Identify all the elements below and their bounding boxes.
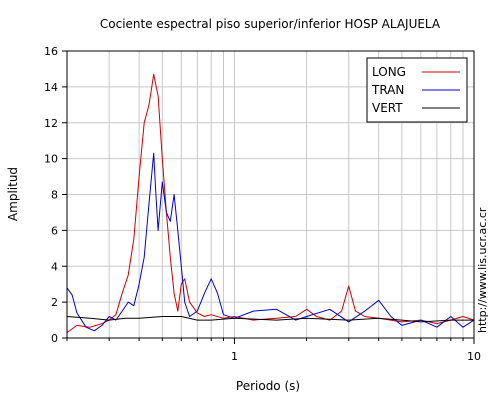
x-axis: 1 10 [66,338,481,363]
y-tick-label: 8 [51,189,58,202]
y-tick-label: 2 [51,296,58,309]
chart-title: Cociente espectral piso superior/inferio… [100,17,441,31]
x-axis-label: Periodo (s) [236,379,300,393]
y-tick-label: 0 [51,332,58,345]
y-tick-label: 4 [51,260,58,273]
series-line-vert [66,316,474,323]
y-tick-label: 10 [44,153,58,166]
y-tick-label: 6 [51,224,58,237]
legend-label-tran: TRAN [371,83,404,97]
x-tick-label: 10 [467,350,481,363]
legend: LONG TRAN VERT [366,57,468,123]
y-tick-label: 12 [44,117,58,130]
legend-label-long: LONG [372,65,406,79]
series-line-tran [66,152,475,332]
y-axis: 0 2 4 6 8 10 12 14 16 [44,45,67,345]
y-tick-label: 16 [44,45,58,58]
x-tick-label: 1 [231,350,238,363]
y-axis-label: Amplitud [6,167,20,221]
legend-label-vert: VERT [372,101,403,115]
series-line-long [66,73,475,334]
series-layer [66,73,475,334]
source-url-label: http://www.lis.ucr.ac.cr [476,207,489,333]
y-tick-label: 14 [44,81,58,94]
